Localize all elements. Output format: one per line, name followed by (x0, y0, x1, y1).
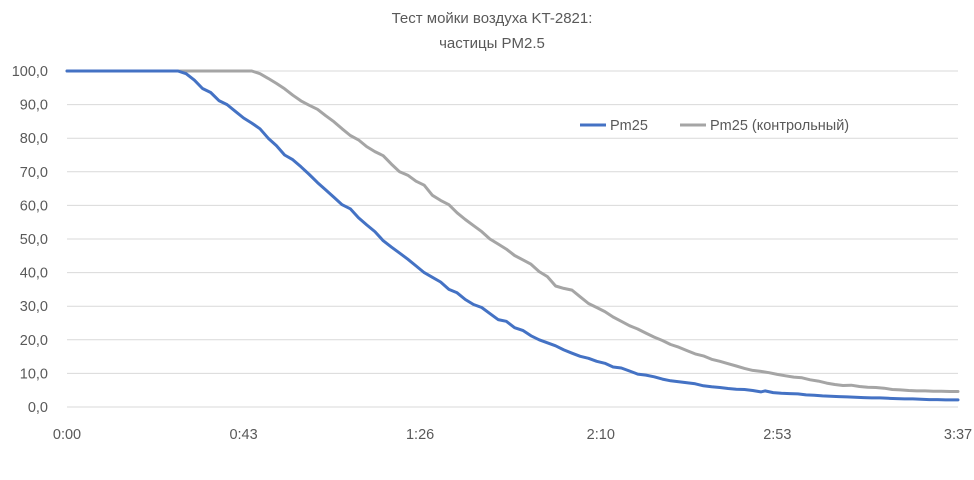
y-tick-label: 60,0 (20, 198, 48, 214)
series-lines (65, 69, 960, 402)
chart-title-line-2: частицы PM2.5 (439, 35, 545, 52)
x-axis-ticks: 0:00 0:43 1:26 2:10 2:53 3:37 (53, 427, 972, 443)
chart-title-line-1: Тест мойки воздуха KT-2821: (392, 10, 593, 27)
y-tick-label: 30,0 (20, 299, 48, 315)
y-tick-label: 10,0 (20, 366, 48, 382)
y-tick-label: 90,0 (20, 98, 48, 114)
y-tick-label: 100,0 (12, 64, 48, 80)
y-tick-label: 70,0 (20, 165, 48, 181)
y-tick-label: 40,0 (20, 266, 48, 282)
y-tick-label: 50,0 (20, 232, 48, 248)
legend-label-pm25: Pm25 (610, 118, 648, 134)
x-tick-label: 3:37 (944, 427, 972, 443)
x-tick-label: 0:43 (229, 427, 257, 443)
series-line-pm25 (65, 69, 960, 402)
legend: Pm25 Pm25 (контрольный) (580, 118, 849, 134)
x-tick-label: 0:00 (53, 427, 81, 443)
x-tick-label: 2:53 (763, 427, 791, 443)
y-axis-ticks: 0,0 10,0 20,0 30,0 40,0 50,0 60,0 70,0 80,0 90,0 1… (12, 64, 48, 416)
legend-label-pm25-control: Pm25 (контрольный) (710, 118, 849, 134)
y-tick-label: 20,0 (20, 333, 48, 349)
x-tick-label: 1:26 (406, 427, 434, 443)
y-tick-label: 80,0 (20, 131, 48, 147)
y-tick-label: 0,0 (28, 400, 48, 416)
x-tick-label: 2:10 (587, 427, 615, 443)
series-line-pm25-control (65, 69, 960, 393)
